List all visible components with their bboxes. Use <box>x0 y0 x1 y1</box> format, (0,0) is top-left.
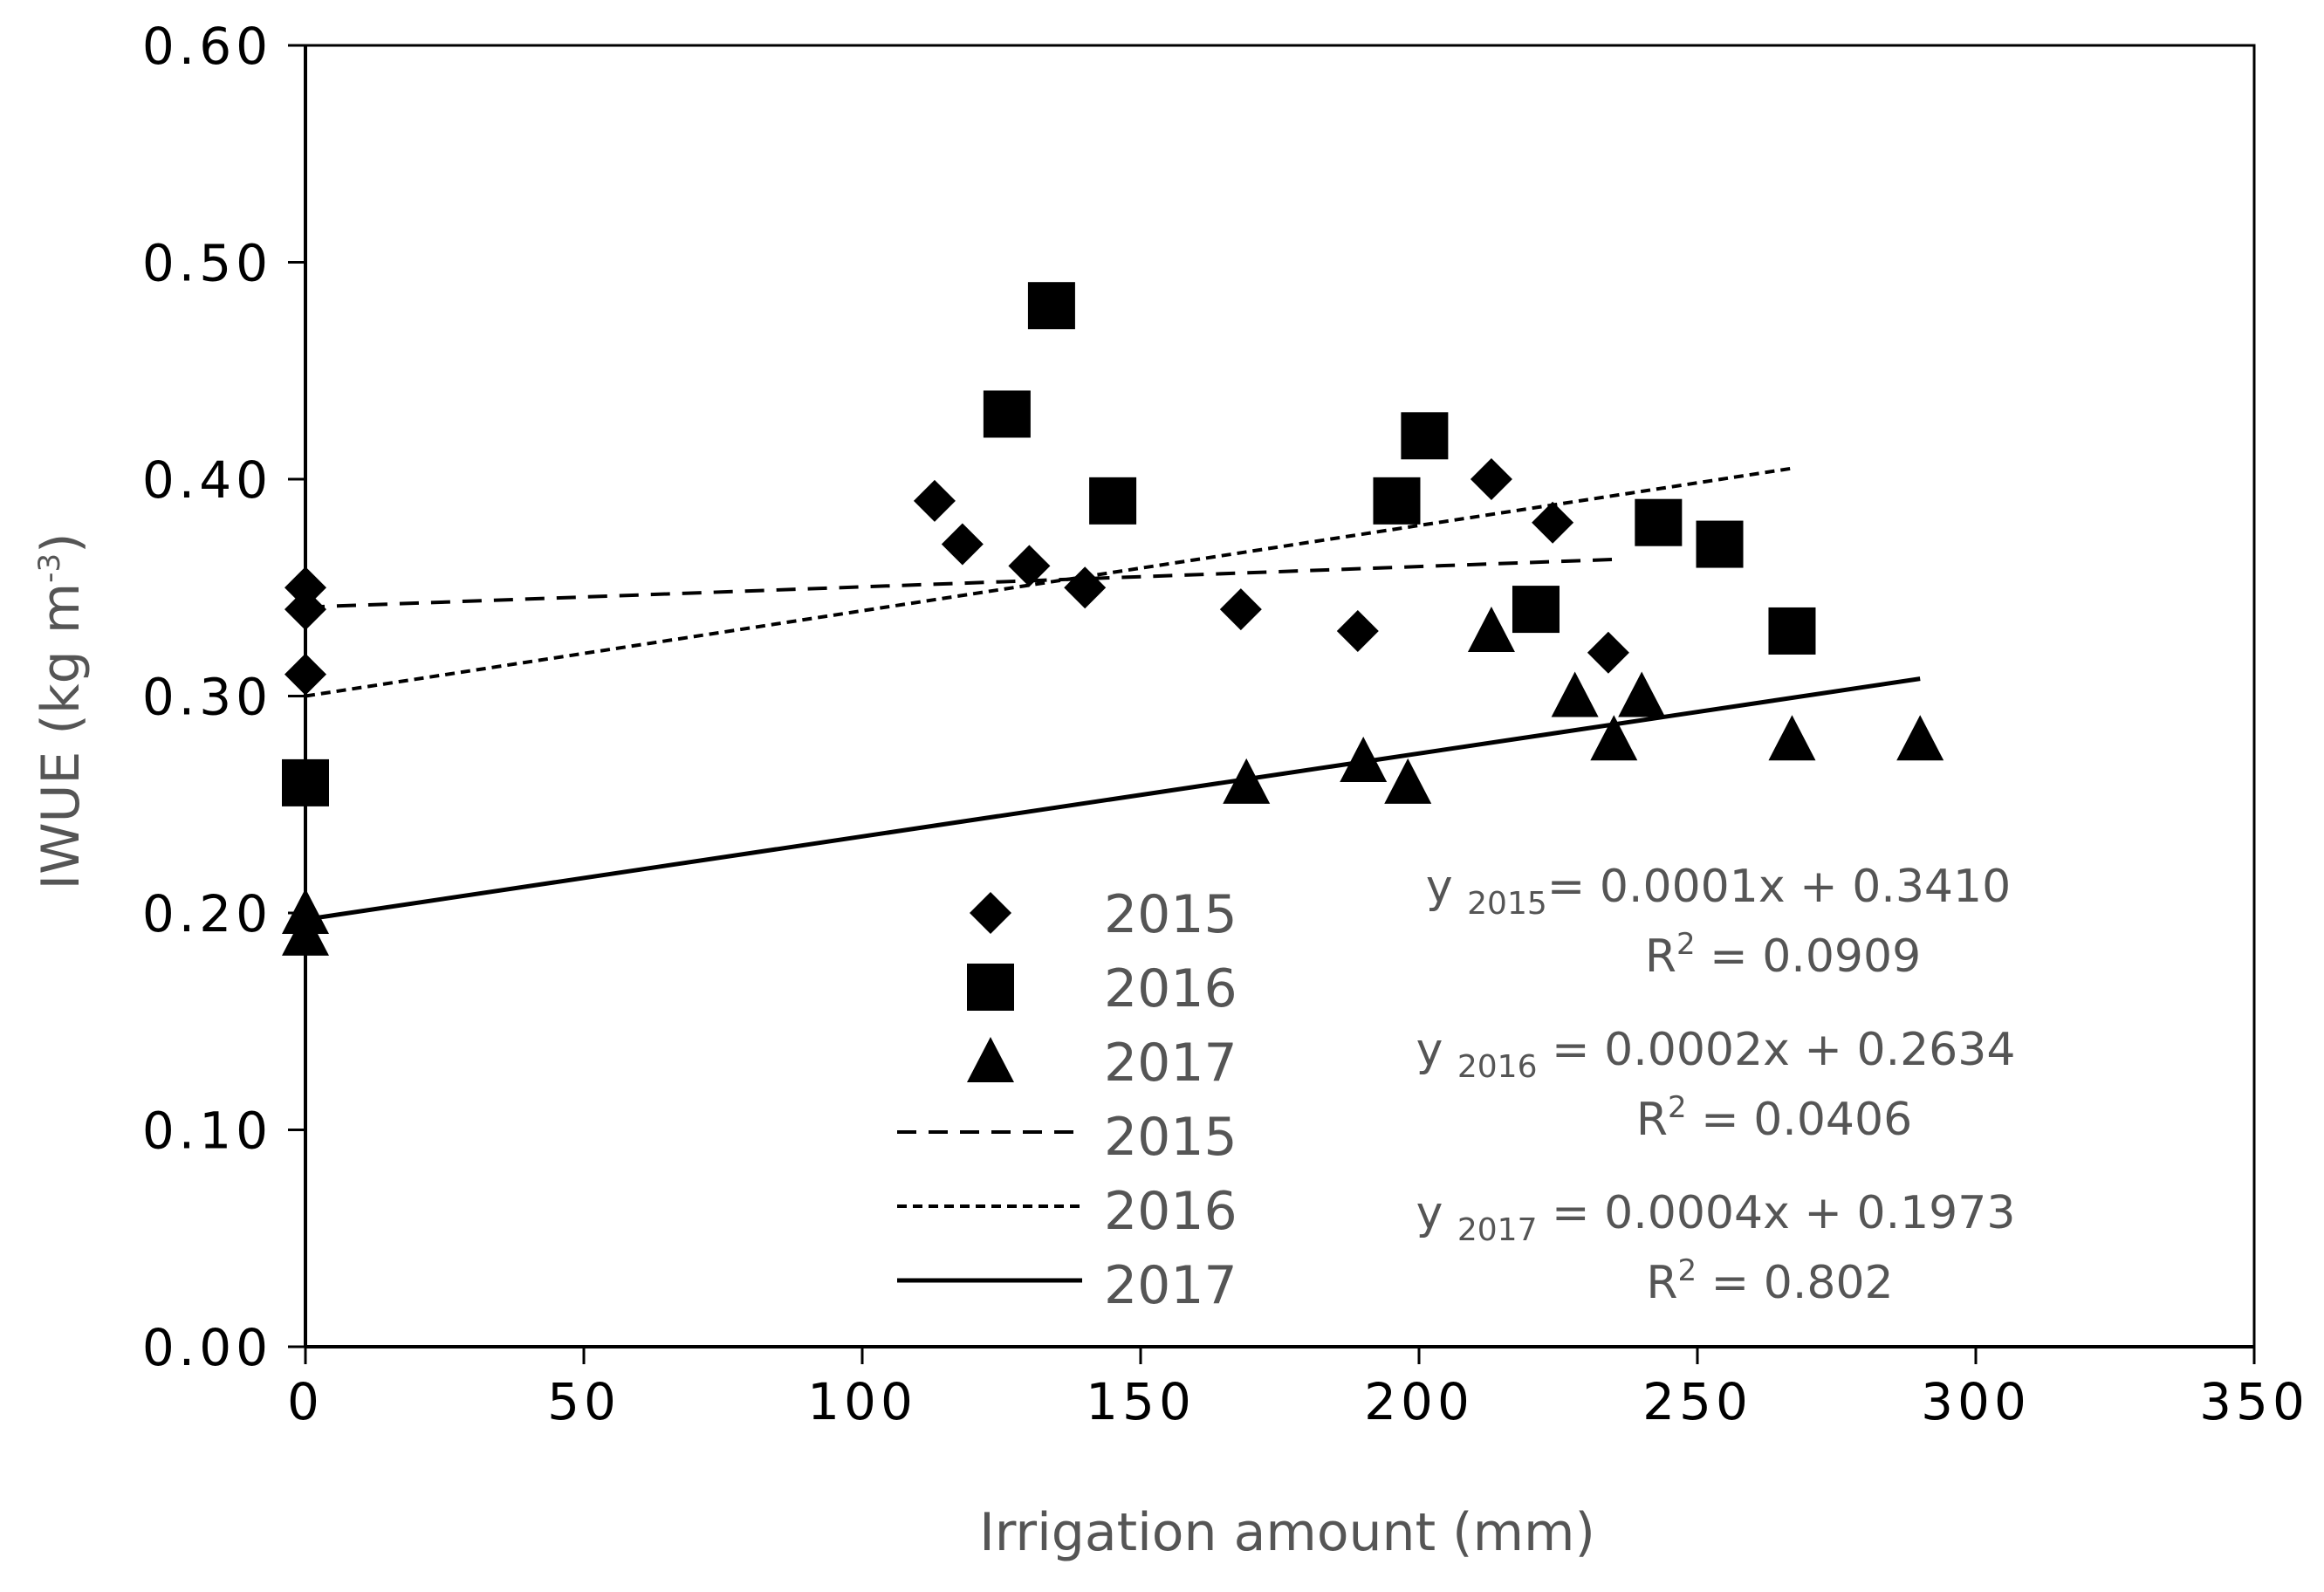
point-2015 <box>1064 566 1107 609</box>
trendline-2015 <box>305 557 1614 609</box>
y-tick-label: 0.40 <box>142 450 272 510</box>
point-2015 <box>285 653 326 696</box>
x-tick-label: 350 <box>2199 1372 2309 1431</box>
point-2017 <box>1590 715 1638 761</box>
r-squared-label: R <box>1645 930 1676 983</box>
equation-y: y <box>1416 1024 1457 1076</box>
equation-year-subscript: 2017 <box>1457 1212 1538 1248</box>
equation-rhs: = 0.0001x + 0.3410 <box>1547 861 2011 913</box>
y-axis-title-superscript: -3 <box>32 553 67 583</box>
equation-rhs: = 0.0004x + 0.1973 <box>1538 1187 2016 1239</box>
point-2015 <box>1008 545 1051 587</box>
legend-label: 2016 <box>1104 1181 1237 1242</box>
legend-label: 2015 <box>1104 884 1237 945</box>
point-2015 <box>285 566 326 609</box>
y-tick-label: 0.50 <box>142 234 272 293</box>
legend-label: 2016 <box>1104 958 1237 1019</box>
legend-marker-diamond <box>970 892 1011 934</box>
r-squared-superscript: 2 <box>1668 1090 1687 1125</box>
y-axis-title-tail: ) <box>31 532 92 552</box>
point-2017 <box>282 909 329 956</box>
legend-label: 2017 <box>1104 1033 1237 1094</box>
legend-label: 2015 <box>1104 1107 1237 1168</box>
equation-year-subscript: 2016 <box>1457 1049 1538 1085</box>
legend-marker-square <box>967 964 1014 1011</box>
point-2015 <box>1587 631 1629 674</box>
point-2016 <box>1373 477 1421 525</box>
point-2016 <box>983 390 1031 438</box>
point-2016 <box>1768 607 1816 655</box>
r-squared-2017: R2 = 0.802 <box>1646 1253 1893 1309</box>
point-2015 <box>1470 458 1512 500</box>
point-2016 <box>1401 412 1449 460</box>
x-tick-label: 250 <box>1642 1372 1752 1431</box>
x-tick-label: 200 <box>1364 1372 1474 1431</box>
point-2016 <box>1696 520 1744 568</box>
y-tick-label: 0.00 <box>142 1318 272 1377</box>
r-squared-value: = 0.0909 <box>1696 930 1922 983</box>
r-squared-2016: R2 = 0.0406 <box>1636 1090 1912 1146</box>
point-2016 <box>1635 498 1683 546</box>
equation-y: y <box>1416 1187 1457 1239</box>
x-axis-title: Irrigation amount (mm) <box>979 1502 1595 1563</box>
r-squared-superscript: 2 <box>1678 1253 1697 1288</box>
legend: 2015 2016 2017 2015 2016 2017 <box>897 884 1237 1316</box>
x-tick-label: 50 <box>547 1372 620 1431</box>
y-tick-label: 0.20 <box>142 884 272 944</box>
point-2017 <box>1384 758 1432 804</box>
point-2016 <box>1512 586 1560 634</box>
point-2017 <box>1896 715 1944 761</box>
point-2015 <box>941 523 984 566</box>
point-2015 <box>1532 501 1574 544</box>
point-2016 <box>1027 282 1075 330</box>
r-squared-2015: R2 = 0.0909 <box>1645 927 1921 983</box>
point-2016 <box>282 758 329 806</box>
equation-year-subscript: 2015 <box>1467 886 1547 922</box>
y-axis-title: IWUE (kg m-3) <box>31 532 92 889</box>
data-markers <box>282 282 1944 956</box>
x-tick-label: 0 <box>287 1372 324 1431</box>
point-2017 <box>1618 671 1666 717</box>
legend-label: 2017 <box>1104 1255 1237 1316</box>
y-tick-label: 0.10 <box>142 1101 272 1161</box>
point-2015 <box>285 588 326 631</box>
axes: 0.00 0.10 0.20 0.30 0.40 0.50 0.60 0 50 100 150 200… <box>142 17 2309 1431</box>
point-2017 <box>1768 715 1816 761</box>
y-tick-label: 0.30 <box>142 668 272 727</box>
legend-marker-triangle <box>967 1037 1014 1082</box>
point-2015 <box>1336 609 1379 652</box>
equation-2015: y 2015= 0.0001x + 0.3410 <box>1426 861 2011 922</box>
equation-2017: y 2017 = 0.0004x + 0.1973 <box>1416 1187 2016 1248</box>
y-axis-title-main: IWUE (kg m <box>31 583 92 890</box>
point-2017 <box>1223 758 1271 804</box>
plot-frame <box>304 44 2256 1348</box>
r-squared-value: = 0.802 <box>1697 1257 1894 1309</box>
trendlines <box>305 466 1921 922</box>
trendline-2016 <box>305 466 1793 698</box>
equation-y: y <box>1426 861 1467 913</box>
x-tick-label: 300 <box>1921 1372 2031 1431</box>
point-2017 <box>1340 737 1388 783</box>
r-squared-label: R <box>1646 1257 1677 1309</box>
x-tick-label: 100 <box>807 1372 917 1431</box>
r-squared-label: R <box>1636 1094 1668 1146</box>
equation-2016: y 2016 = 0.0002x + 0.2634 <box>1416 1024 2016 1085</box>
r-squared-superscript: 2 <box>1676 927 1696 962</box>
equation-rhs: = 0.0002x + 0.2634 <box>1538 1024 2016 1076</box>
r-squared-value: = 0.0406 <box>1687 1094 1913 1146</box>
point-2017 <box>1551 671 1599 717</box>
point-2017 <box>1467 606 1515 652</box>
point-2016 <box>1089 477 1137 525</box>
point-2015 <box>1219 588 1262 631</box>
trendline-2017 <box>305 676 1921 922</box>
point-2015 <box>913 479 956 522</box>
y-tick-label: 0.60 <box>142 17 272 76</box>
x-tick-label: 150 <box>1086 1372 1196 1431</box>
